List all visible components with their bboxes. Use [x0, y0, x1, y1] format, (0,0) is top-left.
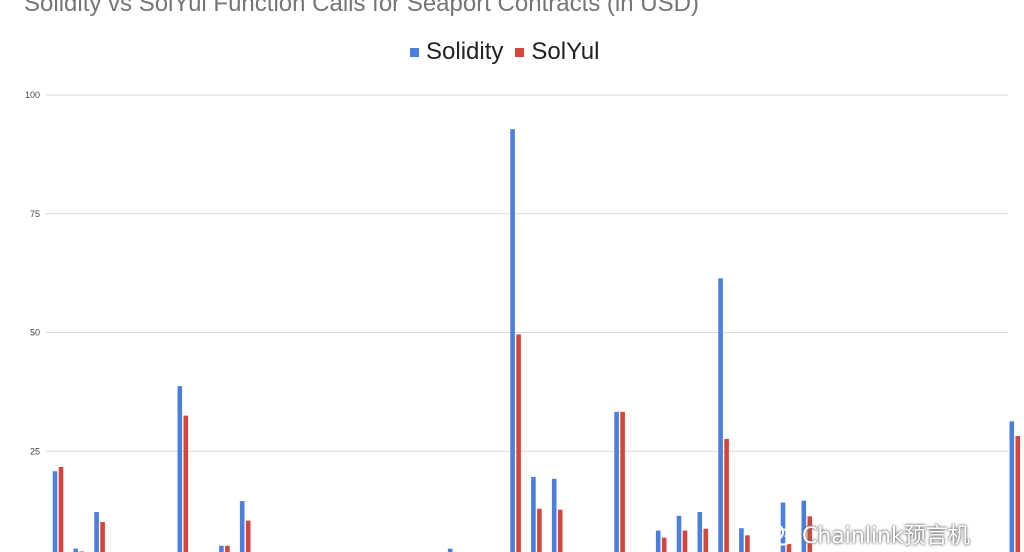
- watermark-text: Chainlink预言机: [802, 524, 970, 549]
- bar-solidity-33: [718, 278, 723, 552]
- wechat-logo-icon: [760, 522, 793, 546]
- bar-solyul-37: [807, 516, 813, 552]
- chart-legend: Solidity SolYul: [410, 38, 611, 66]
- legend-label-solidity: Solidity: [426, 38, 504, 65]
- bar-solyul-10: [245, 520, 251, 552]
- bar-solidity-9: [219, 545, 224, 552]
- bar-solyul-25: [557, 509, 563, 552]
- bar-solyul-33: [724, 438, 729, 552]
- bar-solyul-3: [100, 522, 105, 552]
- legend-label-solyul: SolYul: [531, 38, 600, 65]
- bar-solyul-36: [786, 543, 792, 552]
- bar-solidity-32: [697, 512, 703, 552]
- bar-solidity-1: [52, 471, 58, 552]
- bar-solyul-9: [225, 545, 230, 552]
- bar-solyul-28: [620, 411, 625, 552]
- y-tick-label-100: 100: [25, 90, 40, 100]
- bar-solidity-31: [676, 515, 682, 552]
- legend-item-solidity: Solidity: [410, 38, 503, 66]
- bar-solidity-23: [510, 129, 515, 552]
- bar-solidity-7: [177, 386, 183, 552]
- bar-solidity-20: [447, 548, 453, 552]
- y-tick-label-50: 50: [30, 328, 40, 338]
- bar-solidity-10: [239, 501, 245, 552]
- legend-swatch-solidity: [410, 47, 419, 57]
- legend-swatch-solyul: [515, 47, 525, 57]
- bar-solidity-28: [614, 411, 619, 552]
- bar-solidity-34: [739, 528, 744, 552]
- bar-solyul-7: [183, 415, 189, 552]
- bar-solidity-2: [73, 548, 79, 552]
- bar-solidity-3: [94, 512, 99, 552]
- bar-solidity-47: [1009, 421, 1015, 552]
- bar-solyul-32: [703, 528, 709, 552]
- y-tick-label-25: 25: [30, 446, 40, 456]
- bar-solidity-37: [801, 500, 807, 552]
- bar-solidity-30: [655, 530, 661, 552]
- bar-solyul-23: [516, 334, 521, 552]
- bar-solyul-1: [58, 466, 64, 552]
- chart-title: Solidity vs SolYul Function Calls for Se…: [24, 0, 699, 17]
- bar-solidity-25: [551, 478, 557, 552]
- bar-solyul-24: [537, 508, 542, 552]
- legend-item-solyul: SolYul: [515, 38, 599, 66]
- y-tick-label-75: 75: [30, 209, 40, 219]
- bar-solyul-47: [1015, 436, 1021, 552]
- bar-solidity-36: [780, 502, 786, 552]
- bar-solyul-31: [682, 530, 688, 552]
- watermark: Chainlink预言机: [760, 518, 970, 550]
- bar-solyul-34: [745, 535, 750, 552]
- bar-solyul-30: [661, 537, 667, 552]
- bar-solidity-24: [531, 476, 536, 552]
